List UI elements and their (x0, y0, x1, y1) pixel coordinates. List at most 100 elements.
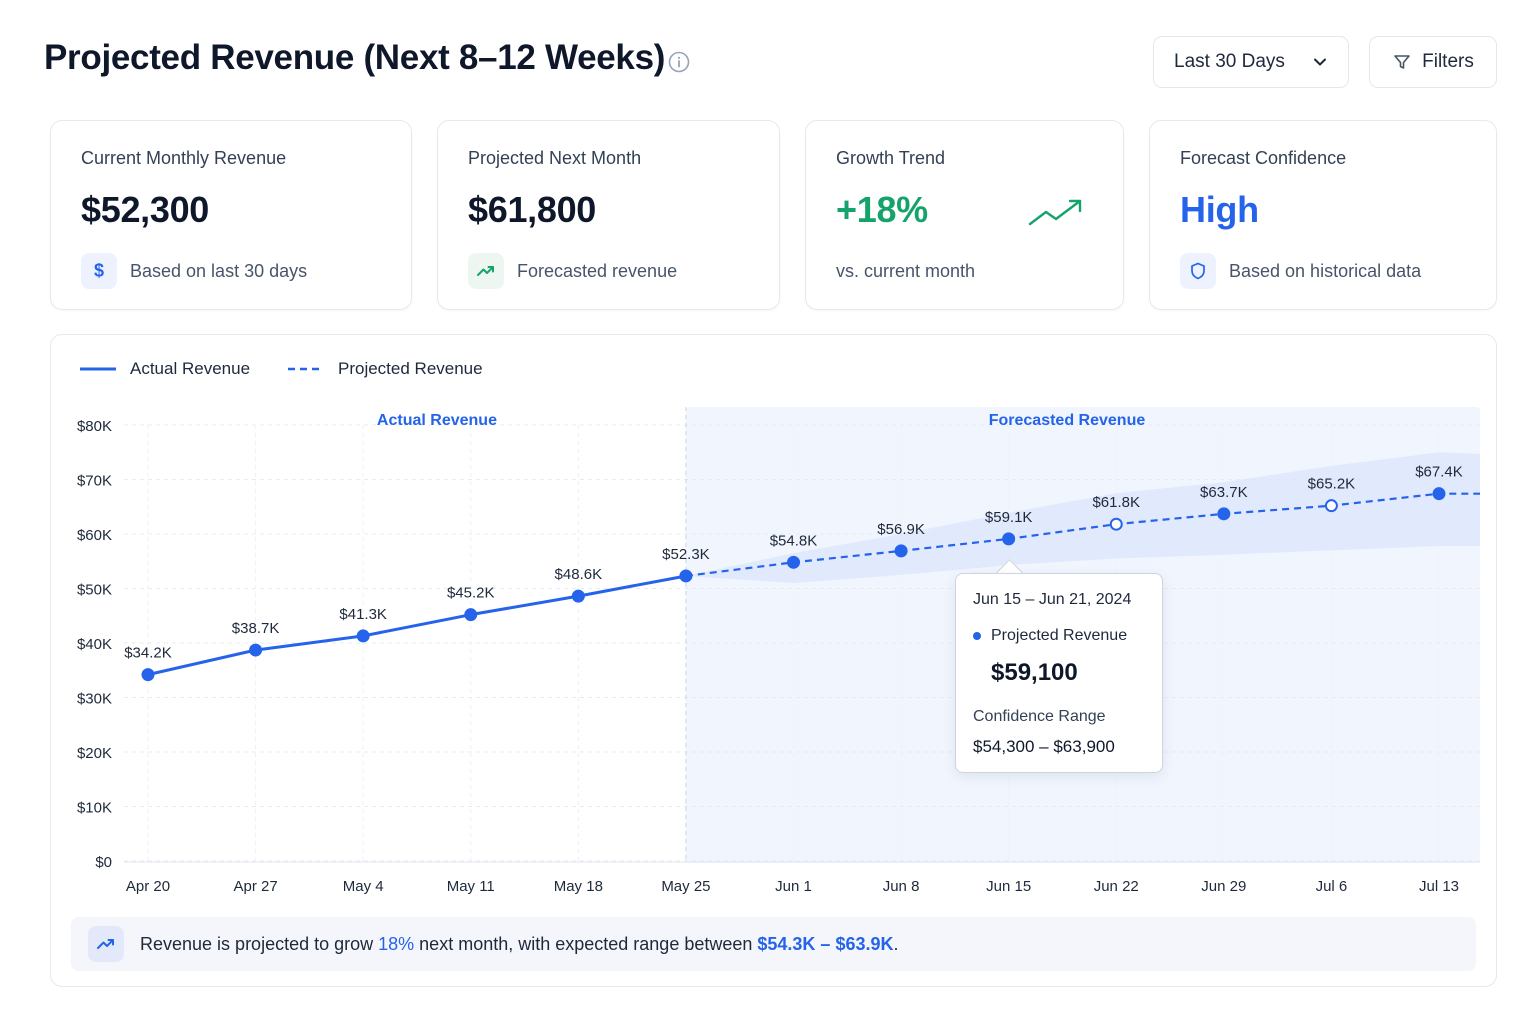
projected-point (1109, 517, 1123, 531)
card-subtitle-text: vs. current month (836, 260, 976, 281)
date-range-label: Last 30 Days (1174, 51, 1285, 72)
x-tick-label: Jun 29 (1201, 878, 1246, 895)
tooltip-series: Projected Revenue (973, 627, 1127, 645)
projected-point (787, 555, 800, 569)
projected-point (1432, 487, 1446, 501)
y-tick-label: $20K (77, 745, 112, 762)
insight-suffix: . (893, 933, 899, 954)
tooltip-date: Jun 15 – Jun 21, 2024 (973, 591, 1132, 608)
filters-label: Filters (1422, 51, 1474, 72)
data-label: $67.4K (1415, 464, 1463, 481)
trending-up-icon (1028, 199, 1082, 226)
data-label: $48.6K (555, 566, 603, 583)
card-value: High (1180, 189, 1259, 230)
x-tick-label: Jun 1 (775, 878, 812, 895)
insight-range: $54.3K – $63.9K (757, 933, 894, 954)
dollar-icon: $ (81, 253, 117, 289)
kpi-card-projected-month: Projected Next Month $61,800 Forecasted … (437, 120, 780, 310)
region-label-actual: Actual Revenue (377, 412, 497, 429)
date-range-dropdown[interactable]: Last 30 Days (1153, 36, 1349, 88)
data-label: $54.8K (770, 532, 818, 549)
y-tick-label: $10K (77, 800, 112, 817)
projected-point (1217, 507, 1231, 521)
data-label: $41.3K (339, 606, 387, 623)
info-icon[interactable] (668, 51, 690, 73)
data-label: $34.2K (124, 645, 172, 662)
actual-point (249, 643, 263, 657)
card-subtitle: Based on historical data (1180, 253, 1421, 289)
filters-button[interactable]: Filters (1369, 36, 1497, 88)
data-label: $61.8K (1092, 494, 1140, 511)
insight-bar: Revenue is projected to grow 18% next mo… (71, 917, 1476, 971)
chevron-down-icon (1314, 58, 1326, 66)
shield-icon (1180, 253, 1216, 289)
x-tick-label: Jul 6 (1316, 878, 1348, 895)
data-label: $65.2K (1308, 476, 1356, 493)
x-tick-label: Jul 13 (1419, 878, 1459, 895)
x-tick-label: Jun 15 (986, 878, 1031, 895)
legend-dashed-line (288, 367, 324, 371)
legend-item-projected[interactable]: Projected Revenue (288, 358, 483, 380)
tooltip-range: $54,300 – $63,900 (973, 737, 1115, 756)
data-label: $38.7K (232, 620, 280, 637)
actual-point (571, 589, 585, 603)
insight-text: Revenue is projected to grow 18% next mo… (140, 934, 899, 955)
y-tick-label: $60K (77, 527, 112, 544)
actual-revenue-line (147, 574, 687, 677)
card-label: Current Monthly Revenue (81, 148, 287, 168)
card-subtitle: Forecasted revenue (468, 253, 677, 289)
insight-growth: 18% (378, 933, 415, 954)
chart-tooltip: Jun 15 – Jun 21, 2024 Projected Revenue … (955, 573, 1163, 773)
actual-point (679, 569, 693, 583)
tooltip-series-dot (973, 632, 981, 640)
y-tick-label: $80K (77, 418, 112, 435)
confidence-band (685, 452, 1480, 584)
data-label: $52.3K (662, 546, 710, 563)
tooltip-range-label: Confidence Range (973, 708, 1106, 725)
x-tick-label: May 11 (447, 878, 495, 895)
x-tick-label: Apr 20 (126, 878, 170, 895)
trending-up-icon (88, 926, 124, 962)
projected-point (1002, 532, 1016, 546)
region-label-forecast: Forecasted Revenue (989, 412, 1146, 429)
data-label: $45.2K (447, 585, 495, 602)
x-tick-label: May 4 (343, 878, 384, 895)
card-value: +18% (836, 189, 928, 230)
data-label: $63.7K (1200, 484, 1248, 501)
y-tick-label: $0 (95, 854, 112, 871)
x-tick-label: May 18 (554, 878, 603, 895)
actual-point (464, 608, 478, 622)
card-subtitle: $ Based on last 30 days (81, 253, 307, 289)
y-tick-label: $50K (77, 582, 112, 599)
kpi-card-growth-trend: Growth Trend +18% vs. current month (805, 120, 1124, 310)
tooltip-series-name: Projected Revenue (991, 627, 1128, 644)
actual-point (356, 629, 370, 643)
card-label: Projected Next Month (468, 148, 642, 168)
svg-text:$: $ (94, 261, 104, 281)
actual-point (141, 668, 155, 682)
card-subtitle-text: Forecasted revenue (517, 260, 678, 281)
legend-label-projected: Projected Revenue (338, 359, 483, 378)
y-tick-label: $70K (77, 473, 112, 490)
x-tick-label: May 25 (661, 878, 710, 895)
kpi-card-current-revenue: Current Monthly Revenue $52,300 $ Based … (50, 120, 412, 310)
x-tick-label: Apr 27 (233, 878, 277, 895)
card-subtitle: vs. current month (836, 253, 975, 289)
kpi-card-forecast-confidence: Forecast Confidence High Based on histor… (1149, 120, 1497, 310)
card-label: Growth Trend (836, 148, 946, 168)
insight-middle: next month, with expected range between (414, 933, 758, 954)
projected-point (1324, 499, 1338, 513)
legend-solid-line (80, 367, 116, 371)
card-subtitle-text: Based on last 30 days (130, 260, 308, 281)
tooltip-value: $59,100 (991, 659, 1078, 686)
card-label: Forecast Confidence (1180, 148, 1347, 168)
legend-label-actual: Actual Revenue (130, 359, 251, 378)
projected-point (894, 544, 908, 558)
y-tick-label: $30K (77, 691, 112, 708)
card-value: $61,800 (468, 189, 597, 230)
trending-up-icon (468, 253, 504, 289)
filter-icon (1394, 55, 1410, 69)
data-label: $56.9K (877, 521, 925, 538)
legend-item-actual[interactable]: Actual Revenue (80, 358, 250, 380)
